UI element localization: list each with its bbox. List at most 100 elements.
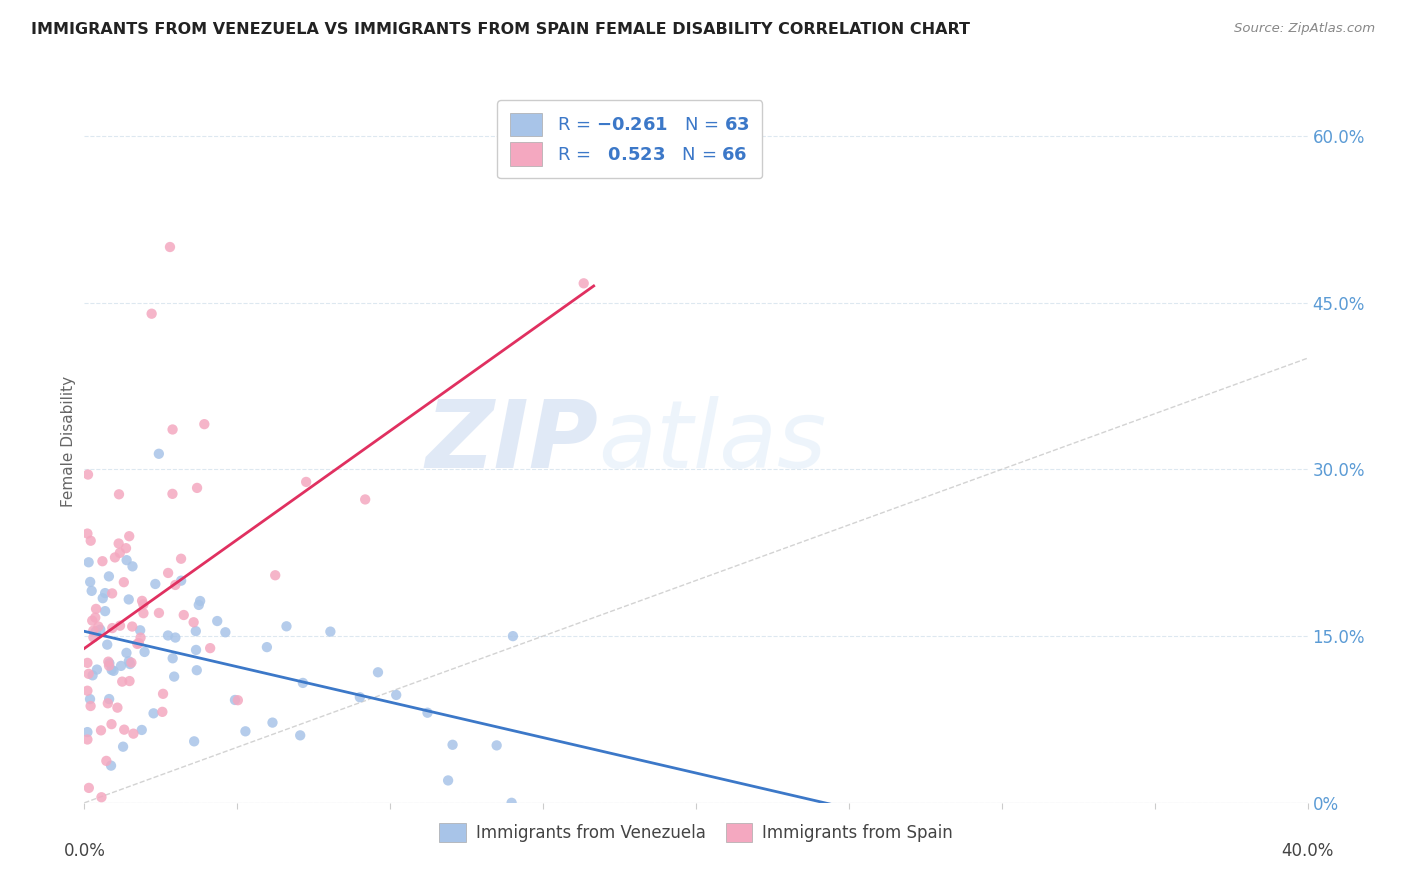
Point xyxy=(485,739,508,753)
Point xyxy=(141,307,163,321)
Point xyxy=(291,676,314,690)
Point xyxy=(89,623,111,637)
Point xyxy=(108,487,131,501)
Point xyxy=(110,659,132,673)
Point xyxy=(319,624,342,639)
Point xyxy=(214,625,236,640)
Point xyxy=(132,598,155,612)
Point xyxy=(112,739,135,754)
Point xyxy=(501,796,523,810)
Point xyxy=(76,656,98,670)
Point xyxy=(349,690,371,705)
Point xyxy=(416,706,439,720)
Point xyxy=(150,705,173,719)
Point xyxy=(90,723,112,738)
Point xyxy=(100,663,122,677)
Point xyxy=(143,577,166,591)
Text: ZIP: ZIP xyxy=(425,395,598,488)
Text: 40.0%: 40.0% xyxy=(1281,842,1334,860)
Legend: Immigrants from Venezuela, Immigrants from Spain: Immigrants from Venezuela, Immigrants fr… xyxy=(432,816,960,848)
Point xyxy=(108,618,131,632)
Y-axis label: Female Disability: Female Disability xyxy=(60,376,76,508)
Point xyxy=(131,723,153,737)
Point xyxy=(162,487,184,501)
Point xyxy=(118,657,141,671)
Point xyxy=(122,726,145,740)
Point xyxy=(76,683,98,698)
Point xyxy=(82,631,104,645)
Point xyxy=(148,447,170,461)
Point xyxy=(108,546,131,560)
Point xyxy=(118,654,141,668)
Point xyxy=(441,738,464,752)
Point xyxy=(91,591,114,606)
Point xyxy=(187,598,209,612)
Point xyxy=(84,602,107,616)
Point xyxy=(98,657,121,671)
Point xyxy=(76,732,98,747)
Point xyxy=(198,641,221,656)
Point xyxy=(188,594,211,608)
Point xyxy=(97,696,120,710)
Point xyxy=(134,645,156,659)
Point xyxy=(170,551,193,566)
Point xyxy=(183,615,205,630)
Point xyxy=(115,553,138,567)
Point xyxy=(98,658,121,673)
Point xyxy=(79,699,101,714)
Point xyxy=(256,640,278,654)
Point xyxy=(184,624,207,639)
Point xyxy=(165,631,187,645)
Point xyxy=(100,717,122,731)
Point xyxy=(159,240,181,254)
Point xyxy=(264,568,287,582)
Text: IMMIGRANTS FROM VENEZUELA VS IMMIGRANTS FROM SPAIN FEMALE DISABILITY CORRELATION: IMMIGRANTS FROM VENEZUELA VS IMMIGRANTS … xyxy=(31,22,970,37)
Point xyxy=(87,619,110,633)
Point xyxy=(84,610,107,624)
Point xyxy=(193,417,215,432)
Point xyxy=(120,656,142,670)
Point xyxy=(94,586,117,600)
Point xyxy=(82,668,104,682)
Point xyxy=(112,723,135,737)
Point xyxy=(79,574,101,589)
Point xyxy=(82,624,104,638)
Point xyxy=(115,646,138,660)
Point xyxy=(186,481,208,495)
Point xyxy=(162,651,184,665)
Point xyxy=(170,574,193,588)
Point xyxy=(84,624,107,639)
Point xyxy=(276,619,298,633)
Point xyxy=(101,586,124,600)
Point xyxy=(385,688,408,702)
Text: 0.0%: 0.0% xyxy=(63,842,105,860)
Point xyxy=(118,592,141,607)
Point xyxy=(90,790,112,805)
Point xyxy=(100,758,122,772)
Point xyxy=(131,594,153,608)
Point xyxy=(157,566,180,580)
Point xyxy=(103,664,125,678)
Point xyxy=(76,526,98,541)
Point xyxy=(224,693,246,707)
Point xyxy=(142,706,165,721)
Point xyxy=(183,734,205,748)
Point xyxy=(207,614,229,628)
Text: Source: ZipAtlas.com: Source: ZipAtlas.com xyxy=(1234,22,1375,36)
Point xyxy=(97,655,120,669)
Point xyxy=(91,554,114,568)
Point xyxy=(80,583,103,598)
Point xyxy=(97,569,120,583)
Point xyxy=(104,550,127,565)
Point xyxy=(121,559,143,574)
Point xyxy=(82,614,104,628)
Point xyxy=(111,674,134,689)
Point xyxy=(572,277,595,291)
Point xyxy=(129,631,152,645)
Point xyxy=(152,687,174,701)
Point xyxy=(86,663,108,677)
Point xyxy=(173,607,195,622)
Point xyxy=(80,533,103,548)
Point xyxy=(77,555,100,569)
Point xyxy=(94,604,117,618)
